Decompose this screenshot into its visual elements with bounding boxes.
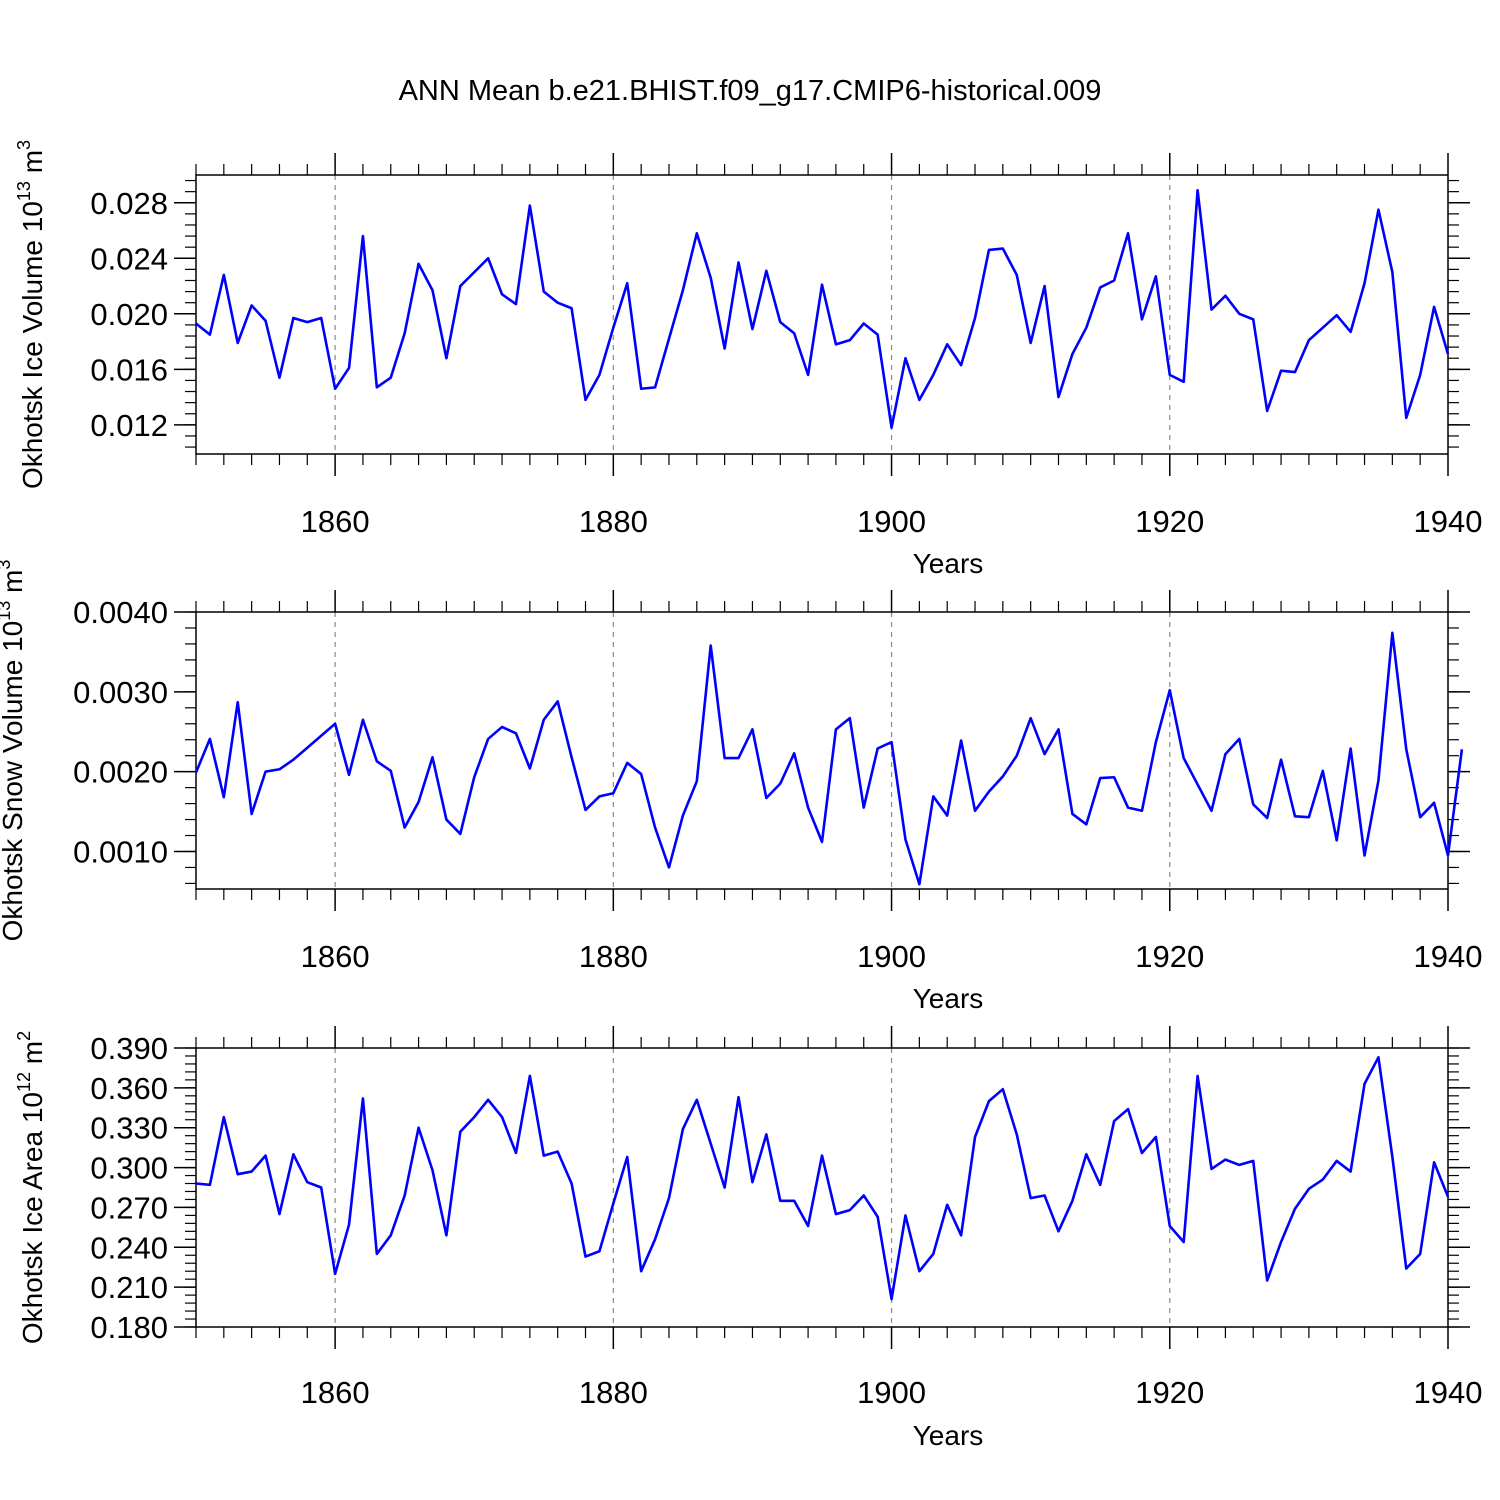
series-line [195, 1056, 1450, 1301]
y-tick-label: 0.028 [90, 186, 168, 221]
x-tick-label: 1900 [857, 504, 926, 539]
x-tick-label: 1920 [1135, 1375, 1204, 1410]
x-tick-label: 1940 [1414, 504, 1483, 539]
y-axis-label-text: Okhotsk Snow Volume 10 [0, 621, 28, 942]
x-tick-label: 1940 [1414, 939, 1483, 974]
y-tick-label: 0.0030 [73, 675, 168, 710]
series-line [194, 631, 1464, 886]
x-axis-label: Years [913, 1420, 984, 1451]
y-tick-label: 0.0020 [73, 755, 168, 790]
y-axis-label-unit: m [17, 1041, 48, 1072]
y-tick-label: 0.360 [90, 1071, 168, 1106]
y-axis-label-exponent: 12 [14, 1072, 34, 1092]
y-axis-label: Okhotsk Snow Volume 1013 m3 [0, 560, 28, 942]
y-tick-label: 0.0010 [73, 834, 168, 869]
x-axis-label: Years [913, 548, 984, 579]
chart-title: ANN Mean b.e21.BHIST.f09_g17.CMIP6-histo… [399, 75, 1102, 107]
x-tick-label: 1920 [1135, 939, 1204, 974]
y-tick-label: 0.0040 [73, 595, 168, 630]
y-tick-label: 0.180 [90, 1310, 168, 1345]
x-axis-label: Years [913, 983, 984, 1014]
y-tick-label: 0.210 [90, 1270, 168, 1305]
panel-2: 1860 1880 1900 1920 1940 0.0010 0.0020 0.0030 0.… [0, 560, 1482, 1014]
x-tick-label: 1880 [579, 1375, 648, 1410]
y-axis-label-exponent: 13 [0, 601, 14, 621]
plot-frame [195, 1047, 1449, 1328]
y-tick-label: 0.300 [90, 1151, 168, 1186]
y-axis-label-unit-exponent: 3 [14, 140, 34, 150]
y-axis-label: Okhotsk Ice Area 1012 m2 [14, 1031, 48, 1344]
y-tick-label: 0.020 [90, 297, 168, 332]
panels: 1860 1880 1900 1920 1940 0.012 0.016 0.020 0.024… [0, 140, 1482, 1451]
x-tick-label: 1860 [301, 504, 370, 539]
x-tick-label: 1880 [579, 504, 648, 539]
panel-3: 1860 1880 1900 1920 1940 0.180 0.210 0.240 0.270… [14, 1026, 1482, 1451]
x-tick-label: 1940 [1414, 1375, 1483, 1410]
y-tick-label: 0.016 [90, 352, 168, 387]
y-axis-label-text: Okhotsk Ice Area 10 [17, 1092, 48, 1344]
y-axis-label-unit-exponent: 3 [0, 560, 14, 570]
panel-1: 1860 1880 1900 1920 1940 0.012 0.016 0.020 0.024… [14, 140, 1482, 579]
x-tick-label: 1900 [857, 1375, 926, 1410]
y-axis-label: Okhotsk Ice Volume 1013 m3 [14, 140, 48, 489]
series-line [195, 188, 1450, 429]
plot-frame [195, 174, 1449, 455]
y-tick-label: 0.012 [90, 408, 168, 443]
y-axis-label-unit-exponent: 2 [14, 1031, 34, 1041]
y-axis-label-unit: m [0, 570, 28, 601]
y-tick-label: 0.240 [90, 1230, 168, 1265]
y-axis-label-text: Okhotsk Ice Volume 10 [17, 201, 48, 489]
y-tick-label: 0.270 [90, 1190, 168, 1225]
y-axis-label-exponent: 13 [14, 181, 34, 201]
x-tick-label: 1880 [579, 939, 648, 974]
x-tick-label: 1900 [857, 939, 926, 974]
x-tick-label: 1860 [301, 1375, 370, 1410]
y-tick-label: 0.390 [90, 1031, 168, 1066]
y-tick-label: 0.330 [90, 1111, 168, 1146]
y-tick-label: 0.024 [90, 241, 168, 276]
plot-frame [195, 611, 1449, 890]
x-tick-label: 1920 [1135, 504, 1204, 539]
y-axis-label-unit: m [17, 150, 48, 181]
x-tick-label: 1860 [301, 939, 370, 974]
